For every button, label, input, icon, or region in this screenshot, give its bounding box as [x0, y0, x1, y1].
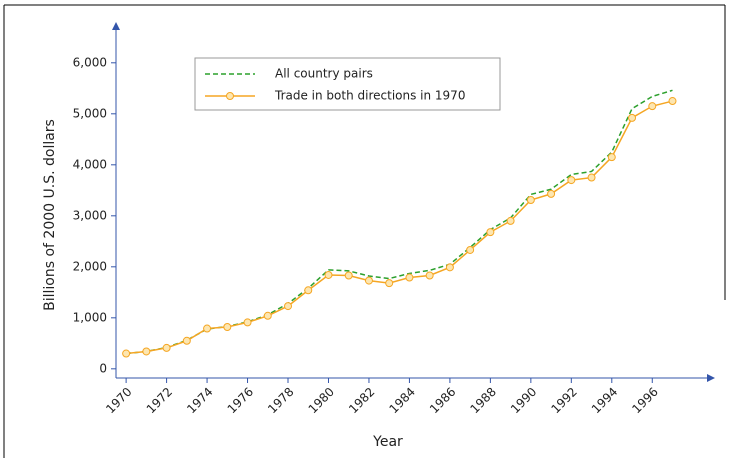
point	[526, 196, 535, 204]
legend-box	[194, 57, 501, 111]
point	[364, 276, 373, 285]
x-tick-label: 1992	[548, 385, 579, 416]
point	[587, 173, 596, 182]
line-series	[126, 89, 673, 355]
point	[182, 336, 191, 345]
point	[344, 271, 353, 280]
y-axis-label: Billions of 2000 U.S. dollars	[42, 119, 58, 311]
legend-marker	[226, 92, 234, 100]
y-tick-label: 3,000	[73, 208, 107, 222]
point	[628, 113, 637, 122]
x-tick-label: 1976	[225, 385, 256, 416]
x-axis-arrow	[707, 374, 715, 382]
x-tick-label: 1970	[103, 385, 134, 416]
x-tick-label: 1996	[629, 385, 660, 416]
x-tick-label: 1978	[265, 385, 296, 416]
x-tick-label: 1980	[306, 385, 337, 416]
point	[445, 263, 454, 272]
x-tick-label: 1974	[184, 385, 215, 416]
point	[607, 153, 616, 162]
point	[203, 324, 212, 333]
y-tick-label: 4,000	[73, 157, 107, 171]
point	[385, 279, 394, 288]
point	[122, 349, 131, 358]
line-series	[126, 100, 673, 355]
y-tick-label: 5,000	[73, 106, 107, 120]
y-tick-label: 0	[99, 361, 107, 375]
point	[263, 311, 272, 320]
x-tick-label: 1990	[508, 385, 539, 416]
x-tick-label: 1988	[467, 385, 498, 416]
x-tick-label: 1982	[346, 385, 377, 416]
point	[223, 322, 232, 331]
legend-label: All country pairs	[275, 67, 373, 81]
point	[486, 228, 495, 237]
x-tick-label: 1994	[589, 385, 620, 416]
point	[405, 273, 414, 282]
point	[547, 189, 556, 198]
x-axis-label: Year	[372, 434, 403, 450]
point	[304, 286, 313, 295]
point	[506, 216, 515, 225]
y-tick-label: 2,000	[73, 259, 107, 273]
point	[162, 343, 171, 352]
point	[284, 302, 293, 311]
point	[668, 97, 677, 106]
y-tick-label: 1,000	[73, 310, 107, 324]
point	[243, 318, 252, 327]
legend-label: Trade in both directions in 1970	[274, 89, 465, 103]
x-tick-label: 1984	[387, 385, 418, 416]
point	[648, 102, 657, 111]
x-tick-label: 1972	[144, 385, 175, 416]
point	[142, 347, 151, 356]
y-axis-arrow	[112, 22, 120, 30]
point	[466, 245, 475, 254]
y-tick-label: 6,000	[73, 55, 107, 69]
point	[324, 270, 333, 279]
point	[567, 176, 576, 185]
x-tick-label: 1986	[427, 385, 458, 416]
point	[425, 271, 434, 280]
